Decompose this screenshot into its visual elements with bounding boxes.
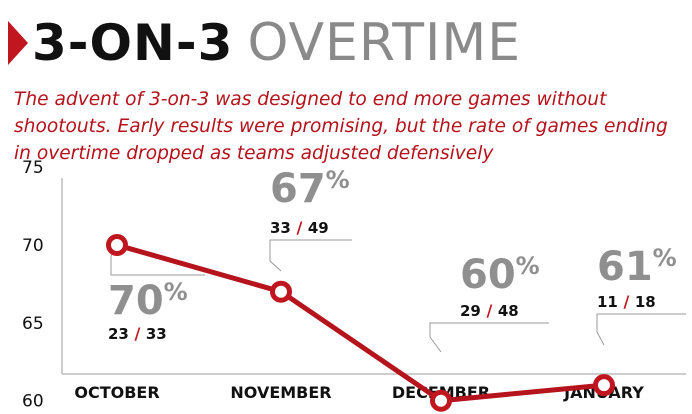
- percent-value: 61: [597, 244, 653, 290]
- ratio-denominator: 33: [146, 325, 167, 343]
- y-tick-label: 65: [22, 314, 44, 334]
- x-ticks: OCTOBERNOVEMBERDECEMBERJANUARY: [74, 383, 644, 402]
- data-label: 70%23 / 33: [108, 278, 188, 343]
- data-label-ratio: 29 / 48: [460, 301, 519, 320]
- axes: [61, 178, 686, 375]
- data-label-percent: 60%: [460, 252, 540, 298]
- chart-header: 3-ON-3 OVERTIME: [8, 10, 521, 76]
- y-tick-label: 70: [22, 236, 44, 256]
- x-tick-label: NOVEMBER: [230, 383, 331, 402]
- y-tick-label: 60: [22, 392, 44, 412]
- ratio-numerator: 23: [108, 325, 129, 343]
- chart-subtitle: The advent of 3-on-3 was designed to end…: [14, 89, 668, 164]
- data-point: [593, 374, 615, 397]
- ratio-separator: /: [129, 324, 146, 343]
- data-label-ratio: 23 / 33: [108, 324, 167, 343]
- ratio-numerator: 29: [460, 302, 481, 320]
- percent-value: 60: [460, 252, 516, 298]
- ratio-denominator: 49: [308, 219, 329, 237]
- leader-line: [269, 239, 352, 272]
- percent-sign: %: [326, 166, 350, 194]
- leader-line: [429, 322, 549, 353]
- ratio-denominator: 48: [498, 302, 519, 320]
- data-point: [270, 280, 292, 303]
- data-point: [106, 234, 128, 256]
- data-points: [106, 234, 615, 412]
- y-tick-label: 75: [22, 158, 44, 178]
- data-label-ratio: 33 / 49: [270, 218, 329, 237]
- ratio-numerator: 33: [270, 219, 291, 237]
- series-line: [114, 242, 607, 404]
- data-label: 60% 29 / 48: [460, 252, 540, 320]
- header-arrow-icon: [8, 21, 28, 65]
- ratio-separator: /: [618, 292, 635, 311]
- ratio-denominator: 18: [635, 293, 656, 311]
- data-label: 67% 33 / 49: [270, 166, 350, 237]
- data-label-percent: 67%: [270, 166, 350, 212]
- y-ticks: 60 65 70 75: [22, 158, 44, 412]
- ratio-separator: /: [481, 301, 498, 320]
- title-bold: 3-ON-3: [32, 14, 234, 72]
- percent-sign: %: [516, 252, 540, 280]
- percent-value: 70: [108, 278, 164, 324]
- leader-line: [596, 313, 686, 346]
- ratio-separator: /: [291, 218, 308, 237]
- title-light: OVERTIME: [247, 13, 522, 73]
- data-label-ratio: 11 / 18: [597, 292, 656, 311]
- x-tick-label: OCTOBER: [74, 383, 159, 402]
- ratio-numerator: 11: [597, 293, 618, 311]
- percent-value: 67: [270, 166, 326, 212]
- data-point: [430, 389, 452, 412]
- data-label-percent: 70%: [108, 278, 188, 324]
- data-label: 61% 11 / 18: [597, 244, 677, 311]
- percent-sign: %: [164, 278, 188, 306]
- percent-sign: %: [653, 244, 677, 272]
- data-label-percent: 61%: [597, 244, 677, 290]
